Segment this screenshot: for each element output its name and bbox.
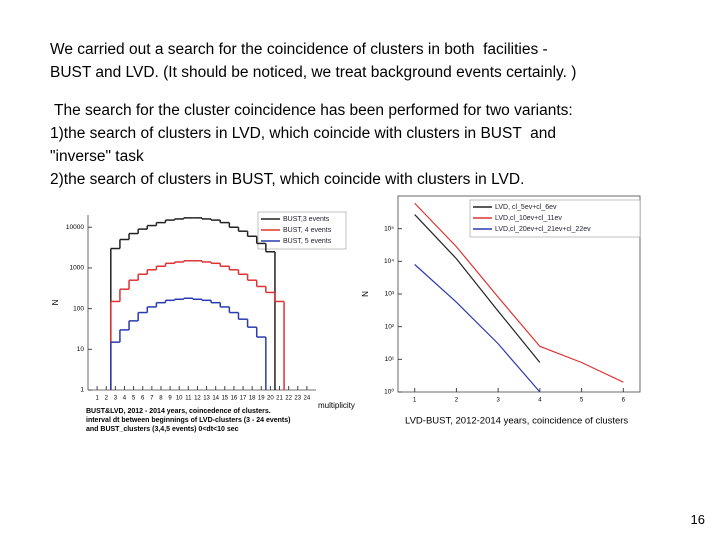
- x-tick-label: 10: [176, 396, 183, 402]
- text-line: The search for the cluster coincidence h…: [50, 102, 573, 119]
- y-tick-label: 1: [80, 387, 84, 394]
- x-tick-label: 23: [294, 396, 301, 402]
- y-axis-label: N: [51, 299, 60, 305]
- y-tick-label: 10²: [385, 323, 395, 330]
- x-tick-label: 13: [203, 396, 210, 402]
- legend-label: BUST,3 events: [283, 216, 330, 223]
- x-tick-label: 4: [123, 396, 127, 402]
- x-tick-label: 6: [141, 396, 145, 402]
- text-line: 2)the search of clusters in BUST, which …: [50, 171, 525, 188]
- x-tick-label: 12: [194, 396, 201, 402]
- x-tick-label: 1: [413, 398, 417, 404]
- x-tick-label: 4: [538, 398, 542, 404]
- y-tick-label: 10⁴: [384, 258, 394, 265]
- x-tick-label: 8: [159, 396, 163, 402]
- x-tick-label: 21: [276, 396, 283, 402]
- x-tick-label: 9: [168, 396, 172, 402]
- legend-box: [469, 199, 641, 238]
- y-tick-label: 10: [77, 346, 85, 353]
- y-tick-label: 10⁰: [384, 388, 394, 396]
- y-tick-label: 10⁵: [384, 225, 394, 232]
- x-tick-label: 5: [132, 396, 136, 402]
- text-line: We carried out a search for the coincide…: [50, 41, 548, 58]
- legend-label: LVD,cl_10ev+cl_11ev: [495, 215, 562, 222]
- text-line: BUST and LVD. (It should be noticed, we …: [50, 64, 577, 81]
- series-line: [414, 202, 624, 383]
- x-tick-label: 2: [455, 398, 459, 404]
- x-tick-label: 20: [267, 396, 274, 402]
- legend-label: LVD,cl_20ev+cl_21ev+cl_22ev: [495, 226, 591, 233]
- text-line: 1)the search of clusters in LVD, which c…: [50, 125, 556, 142]
- x-axis-label: multiplicity: [318, 401, 355, 410]
- page-number: 16: [690, 512, 705, 527]
- x-tick-label: 3: [114, 396, 118, 402]
- y-tick-label: 100: [73, 305, 84, 312]
- legend-label: BUST, 4 events: [283, 227, 332, 234]
- x-tick-label: 17: [240, 396, 247, 402]
- x-tick-label: 5: [580, 398, 584, 404]
- x-tick-label: 19: [258, 396, 265, 402]
- y-tick-label: 10¹: [385, 356, 395, 363]
- x-tick-label: 14: [212, 396, 219, 402]
- x-tick-label: 6: [622, 398, 626, 404]
- y-axis-label: N: [361, 291, 370, 297]
- x-tick-label: 11: [185, 396, 192, 402]
- x-tick-label: 16: [231, 396, 238, 402]
- text-line: "inverse" task: [50, 148, 144, 165]
- caption: and BUST_clusters (3,4,5 events) 0<dt<10…: [86, 426, 239, 433]
- x-tick-label: 15: [221, 396, 228, 402]
- x-tick-label: 18: [249, 396, 256, 402]
- legend-label: LVD, cl_5ev+cl_6ev: [495, 204, 557, 211]
- x-tick-label: 24: [304, 396, 311, 402]
- legend-label: BUST, 5 events: [283, 238, 332, 245]
- x-tick-label: 3: [496, 398, 500, 404]
- caption: LVD-BUST, 2012-2014 years, coincidence o…: [405, 416, 628, 427]
- x-tick-label: 7: [150, 396, 154, 402]
- y-tick-label: 10000: [66, 224, 84, 231]
- caption: BUST&LVD, 2012 - 2014 years, coincedence…: [86, 408, 271, 415]
- caption: interval dt between beginnings of LVD-cl…: [86, 417, 290, 424]
- x-tick-label: 1: [95, 396, 99, 402]
- series-line: [414, 264, 541, 393]
- x-tick-label: 22: [285, 396, 292, 402]
- series-line: [414, 214, 541, 363]
- y-tick-label: 10³: [385, 291, 395, 298]
- y-tick-label: 1000: [70, 265, 85, 272]
- x-tick-label: 2: [105, 396, 109, 402]
